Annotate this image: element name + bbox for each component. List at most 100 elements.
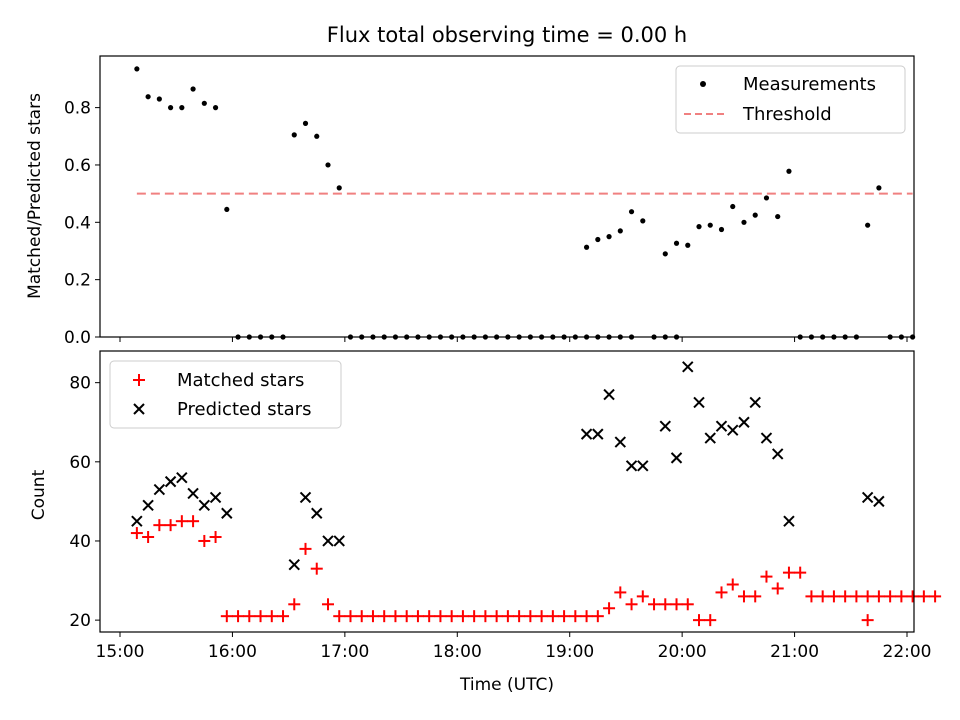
matched-star-point xyxy=(164,519,177,532)
matched-star-point xyxy=(175,515,188,528)
matched-star-point xyxy=(198,534,211,547)
predicted-star-point xyxy=(783,515,795,527)
measurement-point xyxy=(314,133,320,139)
matched-star-point xyxy=(434,610,447,623)
predicted-star-point xyxy=(299,491,312,504)
matched-star-point xyxy=(737,590,750,603)
matched-star-point xyxy=(681,598,694,611)
matched-star-point xyxy=(130,527,143,540)
matched-star-point xyxy=(209,531,222,544)
predicted-star-point xyxy=(727,424,739,436)
matched-star-point xyxy=(794,566,807,579)
measurement-point xyxy=(640,218,646,224)
matched-star-point xyxy=(872,590,885,603)
measurement-point xyxy=(617,228,623,234)
measurement-point xyxy=(865,222,871,228)
matched-star-point xyxy=(614,586,627,599)
predicted-star-point xyxy=(164,475,177,488)
predicted-star-point xyxy=(659,420,671,432)
predicted-star-point xyxy=(704,432,716,444)
measurement-point xyxy=(190,86,196,92)
matched-star-point xyxy=(827,590,840,603)
matched-star-point xyxy=(243,610,256,623)
measurement-point xyxy=(156,96,162,102)
y-tick-label: 0.2 xyxy=(64,271,91,291)
predicted-star-point xyxy=(603,388,615,401)
x-tick-label: 18:00 xyxy=(433,642,482,662)
top-plot-frame xyxy=(99,55,915,338)
y-tick-label: 0.6 xyxy=(64,156,91,176)
measurement-point xyxy=(876,185,882,191)
matched-star-point xyxy=(456,610,469,623)
matched-star-point xyxy=(906,590,919,603)
matched-star-point xyxy=(546,610,559,623)
predicted-star-point xyxy=(772,448,784,460)
matched-star-point xyxy=(895,590,908,603)
predicted-star-point xyxy=(693,396,705,409)
predicted-star-point xyxy=(670,452,683,464)
measurement-point xyxy=(167,105,174,111)
bottom-legend: Matched stars Predicted stars xyxy=(109,360,342,429)
matched-star-point xyxy=(501,610,514,623)
bottom-y-axis-label: Count xyxy=(29,469,49,520)
predicted-star-point xyxy=(738,416,750,428)
measurement-point xyxy=(134,66,140,72)
matched-star-point xyxy=(569,610,582,623)
matched-star-point xyxy=(344,610,357,623)
measurement-point xyxy=(741,219,747,225)
matched-star-point xyxy=(782,566,795,579)
matched-star-point xyxy=(142,531,155,544)
matched-star-point xyxy=(760,570,773,583)
bottom-plot-frame xyxy=(99,350,915,633)
measurement-point xyxy=(224,206,230,213)
matched-star-point xyxy=(816,590,829,603)
measurement-point xyxy=(291,132,297,138)
measurement-point xyxy=(662,251,668,257)
predicted-star-point xyxy=(861,491,874,504)
predicted-star-point xyxy=(637,460,649,472)
top-y-axis-label: Matched/Predicted stars xyxy=(25,93,45,299)
measurement-point xyxy=(595,236,601,243)
matched-star-point xyxy=(254,610,267,623)
predicted-star-point xyxy=(333,535,345,547)
measurement-point xyxy=(628,209,635,215)
matched-star-point xyxy=(378,610,391,623)
predicted-star-point xyxy=(221,507,233,519)
matched-star-point xyxy=(524,610,537,623)
matched-star-point xyxy=(232,610,245,623)
measurement-point xyxy=(685,242,691,248)
bottom-panel: Count Time (UTC) 20 40 60 80 15:00 16:00 17:00… xyxy=(29,350,942,695)
predicted-star-point xyxy=(131,515,143,527)
matched-star-point xyxy=(839,590,852,603)
matched-star-point xyxy=(310,562,323,575)
y-tick-label: 20 xyxy=(69,611,91,631)
matched-star-point xyxy=(749,590,762,603)
legend-matched-label: Matched stars xyxy=(177,370,304,391)
matched-star-point xyxy=(580,610,593,623)
predicted-star-point xyxy=(592,428,604,440)
matched-star-point xyxy=(648,598,661,611)
matched-star-point xyxy=(558,610,571,623)
matched-star-point xyxy=(805,590,818,603)
matched-star-point xyxy=(423,610,436,623)
top-chart-title: Flux total observing time = 0.00 h xyxy=(327,23,687,47)
matched-star-point xyxy=(400,610,413,623)
matched-star-point xyxy=(366,610,379,623)
predicted-star-point xyxy=(187,487,199,500)
predicted-star-point xyxy=(142,499,154,512)
measurement-point xyxy=(583,244,590,250)
predicted-star-point xyxy=(322,535,334,547)
matched-star-point xyxy=(389,610,402,623)
measurement-point xyxy=(775,213,781,220)
predicted-star-point xyxy=(682,361,694,373)
x-tick-label: 19:00 xyxy=(545,642,594,662)
y-tick-label: 0.8 xyxy=(64,99,91,119)
matched-star-point xyxy=(187,515,200,528)
legend-threshold-label: Threshold xyxy=(742,104,832,125)
predicted-star-point xyxy=(288,559,300,571)
matched-star-point xyxy=(265,610,278,623)
matched-star-point xyxy=(513,610,526,623)
matched-star-point xyxy=(704,614,717,627)
matched-star-point xyxy=(153,519,166,532)
matched-star-point xyxy=(220,610,233,623)
